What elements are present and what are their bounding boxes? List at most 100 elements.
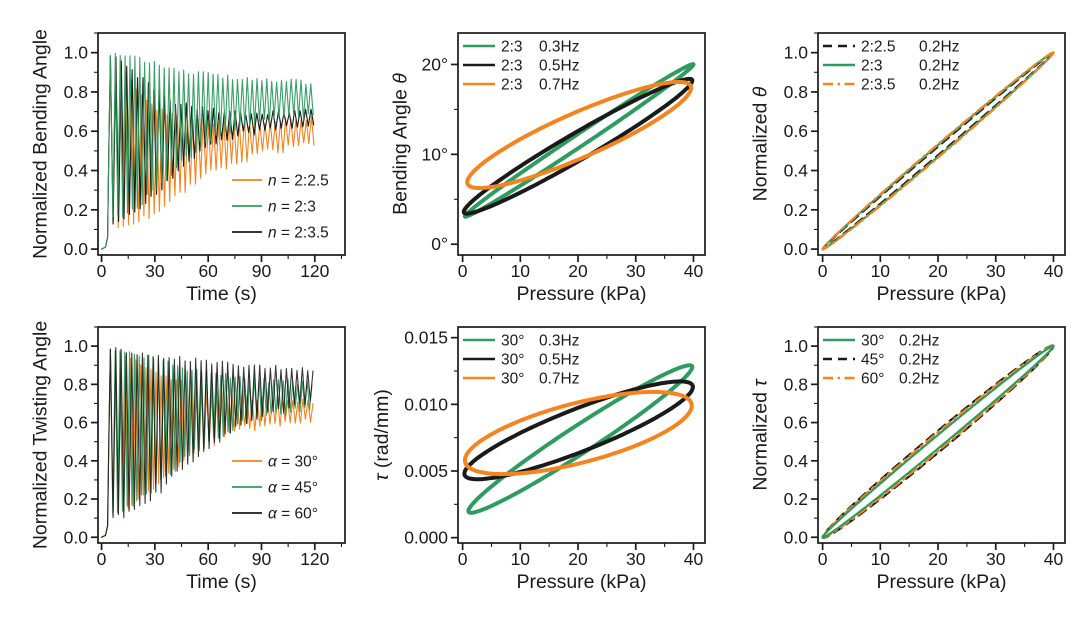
legend-label: 2:3 (501, 77, 523, 94)
legend: 2:3 0.3Hz 2:3 0.5Hz 2:3 0.7Hz (463, 39, 580, 94)
x-tick-label: 30 (145, 549, 165, 569)
legend-label-frequency: 0.2Hz (919, 77, 960, 94)
x-axis-label: Pressure (kPa) (516, 283, 646, 305)
plot-twisting-hysteresis: 0 10 20 30 40 0.000 0.005 0.010 0.015 Pressure (k… (371, 326, 706, 593)
y-tick-label: 0.0 (64, 239, 89, 259)
y-axis-label: Bending Angle θ (389, 73, 411, 215)
y-axis-label: Normalized τ (749, 378, 771, 491)
curves-group (101, 346, 314, 538)
axes-box (97, 326, 346, 544)
y-axis-label: Normalized Bending Angle (29, 29, 51, 259)
axis-ticks (91, 32, 342, 262)
legend-label: α = 45° (268, 480, 318, 497)
y-tick-label: 20° (422, 54, 448, 74)
curve-2-3-0-5hz (461, 76, 695, 216)
plot-bending-hysteresis: 0 10 20 30 40 0° 10° 20° Pressure (kPa) Bending A… (389, 32, 706, 305)
x-tick-label: 90 (252, 261, 272, 281)
legend: α = 30° α = 45° α = 60° (232, 454, 318, 523)
legend-label-frequency: 0.2Hz (899, 371, 940, 388)
y-tick-label: 0.4 (64, 161, 89, 181)
y-tick-label: 0.4 (784, 451, 809, 471)
curves-group (821, 51, 1055, 251)
y-tick-label: 10° (422, 144, 448, 164)
legend-label-frequency: 0.3Hz (539, 39, 580, 56)
axis-ticks (811, 326, 1055, 550)
y-tick-label: 0.2 (784, 489, 808, 509)
chart-twisting-time-series: 0 30 60 90 120 0.0 0.2 0.4 0.6 0.8 1.0 Time (s) Norm… (0, 311, 360, 622)
x-tick-label: 40 (684, 261, 704, 281)
x-tick-label: 40 (684, 549, 704, 569)
x-tick-label: 0 (458, 261, 468, 281)
tick-labels: 0 10 20 30 40 0.0 0.2 0.4 0.6 0.8 1.0 (784, 336, 1064, 569)
axes-box (457, 32, 706, 256)
x-tick-label: 0 (97, 261, 107, 281)
legend-label-frequency: 0.2Hz (919, 39, 960, 56)
x-tick-label: 30 (145, 261, 165, 281)
curve-2-3-0-7hz (465, 80, 694, 191)
legend-label: n = 2:2.5 (268, 173, 329, 190)
legend-label-frequency: 0.5Hz (539, 352, 580, 369)
x-tick-label: 120 (300, 261, 329, 281)
y-tick-label: 0.6 (64, 413, 88, 433)
curves-group (101, 52, 315, 250)
axes-box (457, 326, 706, 544)
x-axis-label: Time (s) (186, 283, 257, 305)
y-tick-label: 0.015 (404, 328, 448, 348)
legend: 30° 0.3Hz 30° 0.5Hz 30° 0.7Hz (463, 333, 580, 388)
x-tick-label: 20 (928, 549, 948, 569)
legend: n = 2:2.5 n = 2:3 n = 2:3.5 (232, 173, 329, 242)
legend-label-frequency: 0.3Hz (539, 333, 580, 350)
legend: 30° 0.2Hz 45° 0.2Hz 60° 0.2Hz (823, 333, 940, 388)
legend-label: 2:2.5 (861, 39, 895, 56)
legend-label: 60° (861, 371, 884, 388)
x-tick-label: 30 (986, 549, 1006, 569)
y-tick-label: 0.2 (64, 200, 88, 220)
curve-2-3-5-0-2hz (821, 51, 1055, 251)
legend-label-frequency: 0.7Hz (539, 371, 580, 388)
y-axis-label: Normalized θ (749, 86, 771, 201)
axes-box (817, 326, 1066, 544)
legend-label: 30° (501, 333, 524, 350)
x-tick-label: 120 (300, 549, 329, 569)
y-tick-label: 0.2 (784, 200, 808, 220)
curve-2-3-0-3hz (462, 62, 696, 219)
legend-label: 2:3 (501, 39, 523, 56)
tick-labels: 0 10 20 30 40 0.0 0.2 0.4 0.6 0.8 1.0 (784, 43, 1064, 281)
tick-labels: 0 30 60 90 120 0.0 0.2 0.4 0.6 0.8 1.0 (64, 336, 330, 569)
x-tick-label: 10 (511, 549, 531, 569)
chart-bending-normalized: 0 10 20 30 40 0.0 0.2 0.4 0.6 0.8 1.0 Pressure (kPa… (720, 0, 1080, 311)
curve-n-2-3 (101, 52, 314, 250)
legend-label-frequency: 0.7Hz (539, 77, 580, 94)
axes-box (97, 32, 346, 256)
y-tick-label: 0.2 (64, 489, 88, 509)
x-axis-label: Pressure (kPa) (876, 571, 1006, 593)
plot-bending-normalized: 0 10 20 30 40 0.0 0.2 0.4 0.6 0.8 1.0 Pressure (kPa… (749, 32, 1066, 305)
curves-group (821, 344, 1055, 539)
legend-label: 30° (861, 333, 884, 350)
chart-bending-time-series: 0 30 60 90 120 0.0 0.2 0.4 0.6 0.8 1.0 Time (s) Norm… (0, 0, 360, 311)
x-tick-label: 60 (198, 261, 218, 281)
axis-ticks (91, 326, 342, 550)
legend-label: n = 2:3 (268, 199, 316, 216)
y-tick-label: 0.0 (784, 239, 809, 259)
curve-30-0-2hz (821, 344, 1055, 539)
y-tick-label: 1.0 (784, 43, 809, 63)
y-tick-label: 1.0 (784, 336, 809, 356)
x-axis-label: Pressure (kPa) (876, 283, 1006, 305)
y-tick-label: 0.6 (784, 413, 808, 433)
y-tick-label: 0.0 (64, 527, 89, 547)
chart-twisting-hysteresis: 0 10 20 30 40 0.000 0.005 0.010 0.015 Pressure (k… (360, 311, 720, 622)
legend-label-frequency: 0.2Hz (899, 352, 940, 369)
tick-labels: 0 10 20 30 40 0.000 0.005 0.010 0.015 (404, 328, 703, 569)
legend-label: 45° (861, 352, 884, 369)
curve-30-0-7hz (462, 389, 694, 477)
y-tick-label: 0.8 (64, 82, 88, 102)
x-tick-label: 30 (626, 261, 646, 281)
curves-group (461, 62, 696, 219)
plot-bending-time-series: 0 30 60 90 120 0.0 0.2 0.4 0.6 0.8 1.0 Time (s) Norm… (29, 29, 346, 305)
legend-label-frequency: 0.2Hz (899, 333, 940, 350)
curves-group (462, 363, 695, 515)
curve-30-0-5hz (462, 379, 695, 482)
legend-label: 2:3 (861, 58, 883, 75)
